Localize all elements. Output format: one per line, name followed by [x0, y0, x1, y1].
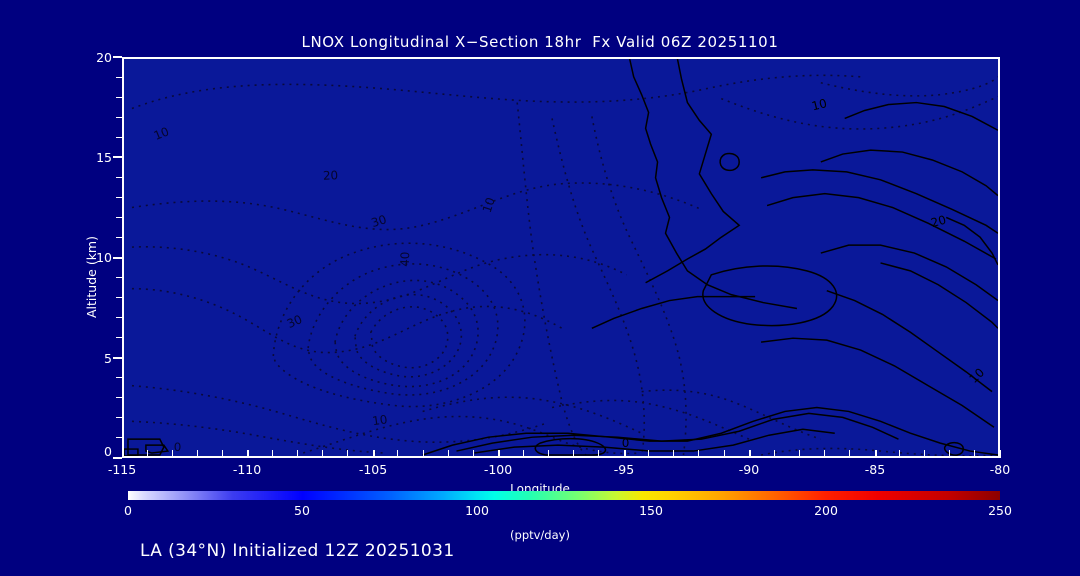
contour-label: 10 [480, 196, 498, 215]
y-major-tick [113, 256, 122, 259]
x-tick-label-110: -110 [232, 462, 262, 477]
x-minor-tick [698, 450, 700, 456]
colorbar-tick-50: 50 [294, 503, 310, 518]
contour-label: 10 [966, 365, 987, 386]
contour-label: 10 [152, 124, 171, 143]
colorbar-tick-100: 100 [465, 503, 489, 518]
figure-caption: LA (34°N) Initialized 12Z 20251031 [140, 541, 455, 561]
y-minor-tick [116, 337, 122, 339]
x-major-tick [624, 450, 626, 458]
y-tick-label-0: 0 [104, 444, 112, 459]
y-tick-label-10: 10 [96, 250, 112, 265]
contour-label: 0 [174, 440, 182, 454]
colorbar-tick-0: 0 [124, 503, 132, 518]
x-tick-label-115: -115 [107, 462, 137, 477]
y-minor-tick [116, 236, 122, 238]
x-minor-tick [773, 450, 775, 456]
x-minor-tick [924, 450, 926, 456]
y-minor-tick [116, 397, 122, 399]
x-minor-tick [723, 450, 725, 456]
x-minor-tick [221, 450, 223, 456]
x-major-tick [373, 450, 375, 458]
x-major-tick [122, 450, 124, 458]
y-major-tick [113, 156, 122, 159]
x-minor-tick [899, 450, 901, 456]
colorbar-units-label: (pptv/day) [510, 528, 570, 542]
y-minor-tick [116, 377, 122, 379]
y-minor-tick [116, 437, 122, 439]
plot-panel: .dot{fill:none;stroke:#0a0a3a;stroke-wid… [122, 57, 1000, 458]
x-minor-tick [196, 450, 198, 456]
x-minor-tick [573, 450, 575, 456]
y-minor-tick [116, 317, 122, 319]
contour-label: 10 [371, 412, 388, 428]
x-major-tick [875, 450, 877, 458]
x-minor-tick [648, 450, 650, 456]
colorbar [128, 491, 1000, 500]
x-minor-tick [823, 450, 825, 456]
contour-label: 20 [929, 213, 947, 231]
y-minor-tick [116, 176, 122, 178]
y-tick-label-15: 15 [96, 150, 112, 165]
x-major-tick [247, 450, 249, 458]
y-minor-tick [116, 96, 122, 98]
x-minor-tick [447, 450, 449, 456]
x-minor-tick [171, 450, 173, 456]
contour-plot: .dot{fill:none;stroke:#0a0a3a;stroke-wid… [124, 59, 998, 456]
y-axis-label: Altitude (km) [84, 236, 99, 318]
y-minor-tick [116, 417, 122, 419]
x-minor-tick [146, 450, 148, 456]
x-minor-tick [949, 450, 951, 456]
y-major-tick [113, 56, 122, 58]
y-minor-tick [116, 216, 122, 218]
contour-label: 0 [622, 436, 630, 450]
x-tick-label-105: -105 [358, 462, 388, 477]
x-minor-tick [472, 450, 474, 456]
x-minor-tick [848, 450, 850, 456]
x-tick-label-85: -85 [864, 462, 886, 477]
y-major-tick [113, 356, 122, 359]
y-minor-tick [116, 277, 122, 279]
x-minor-tick [422, 450, 424, 456]
x-minor-tick [397, 450, 399, 456]
x-minor-tick [798, 450, 800, 456]
x-minor-tick [322, 450, 324, 456]
x-tick-label-95: -95 [613, 462, 635, 477]
x-major-tick [999, 450, 1001, 458]
x-minor-tick [598, 450, 600, 456]
x-minor-tick [522, 450, 524, 456]
x-tick-label-100: -100 [483, 462, 513, 477]
y-minor-tick [116, 116, 122, 118]
x-minor-tick [673, 450, 675, 456]
colorbar-tick-250: 250 [988, 503, 1012, 518]
y-major-tick [113, 457, 122, 459]
contour-label: 20 [323, 168, 339, 182]
x-major-tick [498, 450, 500, 458]
contour-label: 10 [810, 96, 828, 113]
contour-label: 30 [285, 312, 305, 331]
x-minor-tick [974, 450, 976, 456]
x-minor-tick [297, 450, 299, 456]
colorbar-tick-150: 150 [639, 503, 663, 518]
x-tick-label-90: -90 [738, 462, 760, 477]
contour-label: 40 [398, 251, 413, 267]
x-minor-tick [547, 450, 549, 456]
y-tick-label-20: 20 [96, 50, 112, 65]
y-tick-label-5: 5 [104, 351, 112, 366]
x-tick-label-80: -80 [989, 462, 1011, 477]
x-minor-tick [347, 450, 349, 456]
y-minor-tick [116, 136, 122, 138]
x-minor-tick [272, 450, 273, 456]
chart-title: LNOX Longitudinal X−Section 18hr Fx Vali… [301, 33, 779, 51]
colorbar-tick-200: 200 [814, 503, 838, 518]
y-minor-tick [116, 297, 122, 299]
y-minor-tick [116, 196, 122, 198]
x-major-tick [749, 450, 751, 458]
y-minor-tick [116, 76, 122, 78]
contour-label: 30 [369, 212, 388, 230]
